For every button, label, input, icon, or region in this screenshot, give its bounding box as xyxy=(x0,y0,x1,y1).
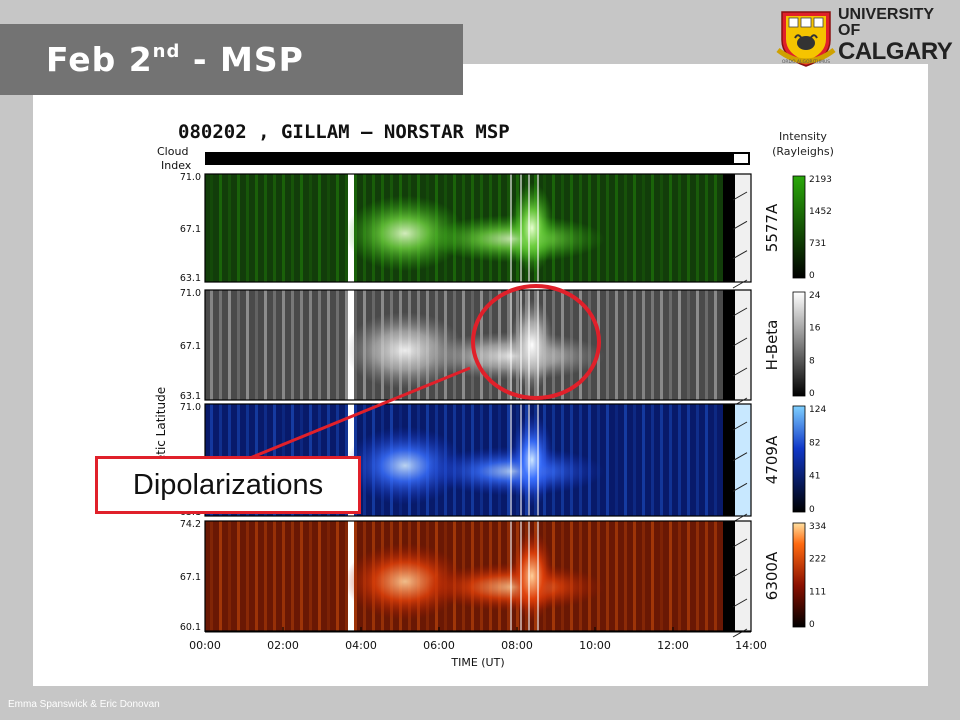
time-tick-label: 00:00 xyxy=(189,639,221,652)
panel-3-wavelength: 6300A xyxy=(763,551,781,600)
panel-2-lat-tick: 71.0 xyxy=(180,402,201,413)
callout-box: Dipolarizations xyxy=(95,456,361,514)
time-tick-label: 12:00 xyxy=(657,639,689,652)
title-superscript: nd xyxy=(152,41,181,62)
title-banner: Feb 2nd - MSP xyxy=(0,24,463,95)
panel-0-wavelength: 5577A xyxy=(763,203,781,252)
panel-0-colorbar xyxy=(792,175,806,279)
panel-0-lat-tick: 71.0 xyxy=(180,172,201,183)
panel-2-scale-label: 41 xyxy=(809,472,820,482)
slide-title: Feb 2nd - MSP xyxy=(46,40,304,79)
panel-1-lat-tick: 63.1 xyxy=(180,391,201,402)
crest-icon: ORDO ALGORITHMUS xyxy=(776,11,836,67)
msp-panels: 71.0 67.1 63.1 5577A 2193 1452 731 0 71.0 67.1 63.… xyxy=(180,172,832,638)
panel-2-scale-label: 82 xyxy=(809,438,820,448)
time-tick-label: 08:00 xyxy=(501,639,533,652)
panel-1-lat-tick: 71.0 xyxy=(180,288,201,299)
panel-1-scale-label: 0 xyxy=(809,389,815,399)
cloud-index-label-2: Index xyxy=(161,159,192,172)
svg-text:ORDO ALGORITHMUS: ORDO ALGORITHMUS xyxy=(782,59,830,65)
panel-3-scale-label: 0 xyxy=(809,620,815,630)
panel-3-lat-tick: 74.2 xyxy=(180,519,201,530)
panel-1-scale-label: 8 xyxy=(809,356,815,366)
university-line1: UNIVERSITY OF xyxy=(838,6,934,39)
time-tick-label: 02:00 xyxy=(267,639,299,652)
intensity-label: Intensity xyxy=(779,130,827,143)
panel-0-scale-label: 0 xyxy=(809,271,815,281)
panel-1-scale-label: 16 xyxy=(809,324,821,334)
panel-0-lat-tick: 63.1 xyxy=(180,273,201,284)
callout-label: Dipolarizations xyxy=(132,468,324,501)
intensity-units: (Rayleighs) xyxy=(772,145,834,158)
time-axis: 00:00 02:00 04:00 06:00 08:00 10:00 12:00 14:00 xyxy=(189,627,767,652)
panel-1-lat-tick: 67.1 xyxy=(180,341,201,352)
panel-0-scale-label: 731 xyxy=(809,239,826,249)
time-tick-label: 04:00 xyxy=(345,639,377,652)
x-axis-label: TIME (UT) xyxy=(450,656,504,669)
footer-credit: Emma Spanswick & Eric Donovan xyxy=(8,699,160,710)
panel-1-wavelength: H-Beta xyxy=(763,320,781,371)
msp-plot-svg: 080202 , GILLAM – NORSTAR MSP Intensity … xyxy=(154,121,834,669)
panel-3-lat-tick: 60.1 xyxy=(180,622,201,633)
panel-1-colorbar xyxy=(792,291,806,397)
panel-0-scale-label: 1452 xyxy=(809,207,832,217)
panel-2-scale-label: 0 xyxy=(809,505,815,515)
panel-3-lat-tick: 67.1 xyxy=(180,572,201,583)
cloud-index-label-1: Cloud xyxy=(157,145,188,158)
time-tick-label: 14:00 xyxy=(735,639,767,652)
msp-plot: 080202 , GILLAM – NORSTAR MSP Intensity … xyxy=(145,111,856,680)
university-logo: ORDO ALGORITHMUS UNIVERSITY OF CALGARY xyxy=(776,6,953,68)
panel-3-scale-label: 222 xyxy=(809,555,826,565)
panel-3-scale-label: 334 xyxy=(809,522,826,532)
panel-0-lat-tick: 67.1 xyxy=(180,224,201,235)
cloud-index-bar xyxy=(205,152,750,165)
cloud-index-clear xyxy=(734,154,748,163)
title-rest: - MSP xyxy=(180,40,304,79)
panel-2-scale-label: 124 xyxy=(809,405,826,415)
panel-2-wavelength: 4709A xyxy=(763,435,781,484)
panel-3-colorbar xyxy=(792,522,806,628)
panel-2-colorbar xyxy=(792,405,806,513)
panel-3-scale-label: 111 xyxy=(809,587,826,597)
university-name: UNIVERSITY OF CALGARY xyxy=(838,6,953,65)
time-tick-label: 06:00 xyxy=(423,639,455,652)
title-main: Feb 2 xyxy=(46,40,153,79)
time-tick-label: 10:00 xyxy=(579,639,611,652)
university-line2: CALGARY xyxy=(838,38,953,65)
panel-0-scale-label: 2193 xyxy=(809,175,832,185)
panel-1-scale-label: 24 xyxy=(809,291,821,301)
plot-header: 080202 , GILLAM – NORSTAR MSP xyxy=(178,121,510,143)
